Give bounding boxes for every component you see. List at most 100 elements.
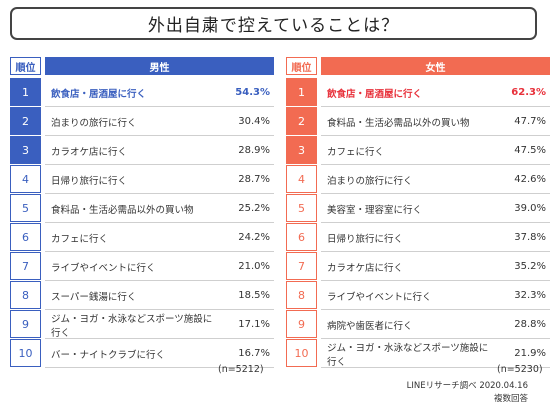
male-row-divider (45, 222, 274, 223)
title-box: 外出自粛で控えていることは？ (10, 7, 537, 40)
female-rank-cell: 9 (286, 310, 317, 338)
female-row: 7 カラオケ店に行く 35.2% (286, 252, 550, 281)
female-table: 順位 女性 1 飲食店・居酒屋に行く 62.3% 2 食料品・生活必需品以外の買い物 47.7… (286, 57, 550, 368)
male-item-value: 17.1% (238, 319, 270, 330)
female-row-divider (321, 280, 550, 281)
female-row: 4 泊まりの旅行に行く 42.6% (286, 165, 550, 194)
female-row: 10 ジム・ヨガ・水泳などスポーツ施設に行く 21.9% (286, 339, 550, 368)
male-row: 4 日帰り旅行に行く 28.7% (10, 165, 274, 194)
male-item-value: 54.3% (235, 87, 270, 98)
male-row: 5 食料品・生活必需品以外の買い物 25.2% (10, 194, 274, 223)
female-item-value: 32.3% (514, 290, 546, 301)
female-row-divider (321, 193, 550, 194)
female-item-value: 21.9% (514, 348, 546, 359)
female-rank-cell: 3 (286, 136, 317, 164)
chart-title: 外出自粛で控えていることは？ (147, 16, 400, 36)
female-item-value: 37.8% (514, 232, 546, 243)
male-row-divider (45, 251, 274, 252)
male-row: 1 飲食店・居酒屋に行く 54.3% (10, 78, 274, 107)
male-row: 10 バー・ナイトクラブに行く 16.7% (10, 339, 274, 368)
male-row-divider (45, 280, 274, 281)
male-item-value: 28.9% (238, 145, 270, 156)
male-item-value: 24.2% (238, 232, 270, 243)
male-rank-cell: 9 (10, 310, 41, 338)
male-row: 6 カフェに行く 24.2% (10, 223, 274, 252)
male-row-divider (45, 309, 274, 310)
female-rank-cell: 10 (286, 339, 317, 367)
female-rank-cell: 5 (286, 194, 317, 222)
female-item-label: カフェに行く (327, 146, 385, 158)
male-row-divider (45, 338, 274, 339)
female-item-label: 美容室・理容室に行く (327, 204, 423, 216)
female-row: 1 飲食店・居酒屋に行く 62.3% (286, 78, 550, 107)
male-item-label: カフェに行く (51, 233, 109, 245)
male-row-divider (45, 135, 274, 136)
male-item-label: 飲食店・居酒屋に行く (51, 88, 147, 100)
female-row-divider (321, 367, 550, 368)
male-rank-cell: 10 (10, 339, 41, 367)
male-table: 順位 男性 1 飲食店・居酒屋に行く 54.3% 2 泊まりの旅行に行く 30.4% 3 カラオケ… (10, 57, 274, 368)
female-item-label: 食料品・生活必需品以外の買い物 (327, 117, 470, 129)
male-row: 8 スーパー銭湯に行く 18.5% (10, 281, 274, 310)
female-item-label: ジム・ヨガ・水泳などスポーツ施設に行く (327, 342, 489, 368)
answer-note: 複数回答 (493, 394, 528, 404)
female-header: 女性 (321, 57, 550, 75)
source-note: LINEリサーチ調べ 2020.04.16 (406, 381, 528, 391)
female-rank-cell: 6 (286, 223, 317, 251)
male-rank-cell: 1 (10, 78, 41, 106)
female-row-divider (321, 164, 550, 165)
female-item-label: 飲食店・居酒屋に行く (327, 88, 423, 100)
male-item-label: カラオケ店に行く (51, 146, 128, 158)
male-item-label: 日帰り旅行に行く (51, 175, 128, 187)
female-item-value: 39.0% (514, 203, 546, 214)
male-rank-cell: 8 (10, 281, 41, 309)
female-item-label: 病院や歯医者に行く (327, 320, 413, 332)
female-row-divider (321, 222, 550, 223)
male-row-divider (45, 193, 274, 194)
female-item-value: 47.7% (514, 116, 546, 127)
female-item-value: 35.2% (514, 261, 546, 272)
male-item-value: 21.0% (238, 261, 270, 272)
male-item-value: 28.7% (238, 174, 270, 185)
male-row: 7 ライブやイベントに行く 21.0% (10, 252, 274, 281)
female-row: 8 ライブやイベントに行く 32.3% (286, 281, 550, 310)
female-rank-header: 順位 (286, 57, 317, 75)
male-row: 3 カラオケ店に行く 28.9% (10, 136, 274, 165)
male-rank-cell: 6 (10, 223, 41, 251)
female-rank-cell: 8 (286, 281, 317, 309)
male-row-divider (45, 367, 274, 368)
female-rank-cell: 1 (286, 78, 317, 106)
male-item-label: ジム・ヨガ・水泳などスポーツ施設に行く (51, 313, 213, 339)
female-row-divider (321, 251, 550, 252)
female-row-divider (321, 106, 550, 107)
female-row: 3 カフェに行く 47.5% (286, 136, 550, 165)
male-item-value: 16.7% (238, 348, 270, 359)
female-row: 5 美容室・理容室に行く 39.0% (286, 194, 550, 223)
female-row: 2 食料品・生活必需品以外の買い物 47.7% (286, 107, 550, 136)
female-item-label: ライブやイベントに行く (327, 291, 432, 303)
male-item-label: ライブやイベントに行く (51, 262, 156, 274)
male-n-note: (n=5212) (218, 364, 264, 375)
male-rank-header: 順位 (10, 57, 41, 75)
male-rank-cell: 3 (10, 136, 41, 164)
male-item-label: スーパー銭湯に行く (51, 291, 137, 303)
male-row-divider (45, 106, 274, 107)
female-rank-cell: 4 (286, 165, 317, 193)
male-item-label: 泊まりの旅行に行く (51, 117, 137, 129)
male-rank-cell: 4 (10, 165, 41, 193)
female-item-label: 泊まりの旅行に行く (327, 175, 413, 187)
male-item-label: 食料品・生活必需品以外の買い物 (51, 204, 194, 216)
female-row: 9 病院や歯医者に行く 28.8% (286, 310, 550, 339)
male-item-value: 25.2% (238, 203, 270, 214)
male-item-label: バー・ナイトクラブに行く (51, 349, 166, 361)
female-row-divider (321, 309, 550, 310)
female-item-value: 28.8% (514, 319, 546, 330)
female-n-note: (n=5230) (497, 364, 543, 375)
female-rank-cell: 7 (286, 252, 317, 280)
male-item-value: 18.5% (238, 290, 270, 301)
male-header: 男性 (45, 57, 274, 75)
female-row: 6 日帰り旅行に行く 37.8% (286, 223, 550, 252)
female-item-value: 42.6% (514, 174, 546, 185)
male-rank-cell: 2 (10, 107, 41, 135)
male-row: 2 泊まりの旅行に行く 30.4% (10, 107, 274, 136)
